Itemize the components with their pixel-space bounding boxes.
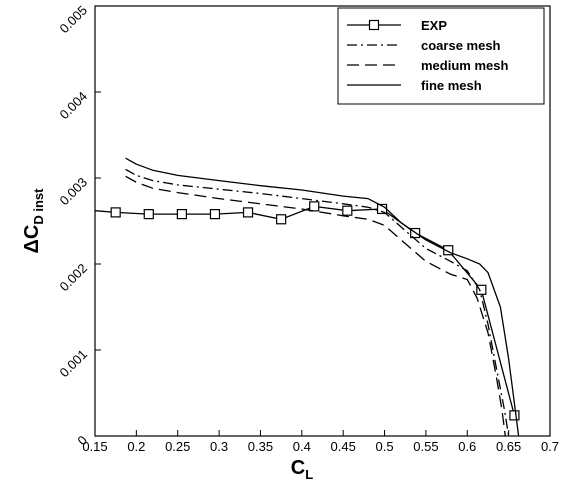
- legend-item: EXP: [347, 18, 447, 33]
- x-tick-label: 0.3: [210, 439, 228, 454]
- data-point-marker: [476, 284, 487, 295]
- x-tick-label: 0.5: [376, 439, 394, 454]
- x-tick-label: 0.45: [331, 439, 356, 454]
- plot-frame: [94, 5, 551, 437]
- series-line: [125, 157, 520, 437]
- x-axis: 0.15 0.2 0.25 0.3 0.35 0.4 0.45 0.5 0.55 0.6 0.65 0…: [82, 430, 559, 454]
- legend-marker: [368, 19, 380, 31]
- series-medium-mesh: [125, 175, 506, 437]
- data-point-marker: [342, 205, 353, 216]
- y-tick-label: 0.004: [57, 89, 91, 123]
- x-tick-label: 0.55: [413, 439, 438, 454]
- legend-item: medium mesh: [347, 58, 508, 73]
- data-point-marker: [110, 207, 121, 218]
- x-tick-label: 0.25: [165, 439, 190, 454]
- x-tick-label: 0.2: [127, 439, 145, 454]
- legend-item: coarse mesh: [347, 38, 501, 53]
- x-tick-label: 0.7: [541, 439, 559, 454]
- data-point-marker: [309, 201, 320, 212]
- data-point-marker: [143, 209, 154, 220]
- legend-item: fine mesh: [347, 78, 482, 93]
- x-tick-label: 0.35: [248, 439, 273, 454]
- legend-label: coarse mesh: [421, 38, 501, 53]
- data-point-marker: [509, 410, 520, 421]
- legend-items: EXP coarse mesh medium mesh fine mesh: [347, 18, 508, 93]
- series-exp: [94, 201, 520, 421]
- legend: EXP coarse mesh medium mesh fine mesh: [337, 7, 545, 105]
- x-tick-label: 0.65: [496, 439, 521, 454]
- series-line: [94, 205, 516, 416]
- x-tick-label: 0.6: [458, 439, 476, 454]
- x-tick-label: 0.15: [82, 439, 107, 454]
- series-line: [125, 175, 506, 437]
- legend-label: medium mesh: [421, 58, 508, 73]
- series-coarse-mesh: [125, 168, 510, 437]
- data-point-marker: [209, 209, 221, 220]
- y-axis-title-main: C: [21, 225, 43, 239]
- y-axis-title: ΔCD inst: [21, 188, 46, 254]
- y-tick-label: 0.005: [57, 3, 91, 37]
- legend-label: fine mesh: [421, 78, 482, 93]
- y-axis-title-prefix: Δ: [21, 239, 43, 253]
- data-point-marker: [242, 207, 254, 218]
- legend-label: EXP: [421, 18, 447, 33]
- x-tick-label: 0.4: [293, 439, 311, 454]
- x-axis-title-main: C: [291, 457, 305, 479]
- y-tick-label: 0.002: [57, 261, 91, 295]
- y-axis-title-sub: D inst: [31, 188, 46, 225]
- data-point-marker: [276, 214, 287, 225]
- y-tick-label: 0.003: [57, 175, 91, 209]
- x-axis-title-sub: L: [305, 467, 313, 482]
- x-axis-title: CL: [291, 457, 313, 482]
- series-line: [125, 168, 510, 437]
- series-fine-mesh: [125, 157, 520, 437]
- data-point-marker: [176, 209, 187, 220]
- y-tick-label: 0.001: [57, 347, 91, 381]
- data-point-marker: [443, 245, 454, 256]
- series-layer: [94, 157, 520, 437]
